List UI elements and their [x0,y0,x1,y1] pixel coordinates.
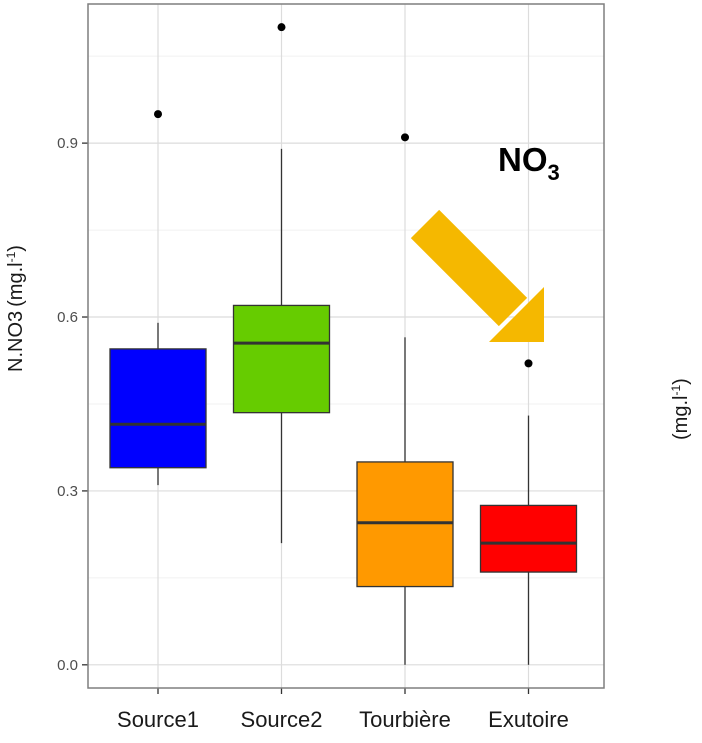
y-tick-label: 0.9 [57,135,78,152]
box-body [479,504,578,573]
outlier-point [401,133,409,142]
y-tick-label: 0.6 [57,309,78,326]
box-source1 [109,110,207,486]
no3-annotation: NO3 [498,141,560,185]
box-exutoire [479,359,578,665]
x-axis: Source1 Source2 Tourbière Exutoire [117,688,569,732]
x-tick-label: Exutoire [488,707,569,732]
x-tick-label: Tourbière [359,707,451,732]
decreasing-arrow-icon [410,209,544,342]
box-tourbière [356,133,454,665]
right-unit-label: (mg.l-1) [669,378,692,440]
outlier-point [277,23,286,32]
box-body [109,348,207,469]
y-axis: 0.0 0.3 0.6 0.9 [57,135,88,674]
plot-border [87,3,605,689]
x-tick-label: Source2 [241,707,323,732]
y-tick-label: 0.3 [57,483,78,500]
plot-panel [88,4,604,688]
x-tick-label: Source1 [117,707,199,732]
box-series [109,23,578,665]
box-source2 [232,23,331,544]
y-axis-label: N.NO3(mg.l-1) [4,245,27,372]
outlier-point [524,359,533,368]
y-tick-label: 0.0 [57,657,78,674]
outlier-point [154,110,162,119]
box-body [232,304,331,414]
